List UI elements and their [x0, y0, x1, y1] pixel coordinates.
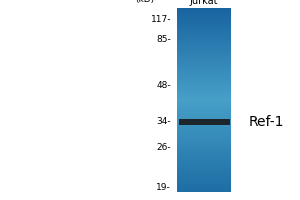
Text: Ref-1: Ref-1 [249, 115, 284, 129]
Text: 34-: 34- [156, 116, 171, 126]
Text: 48-: 48- [156, 81, 171, 90]
Text: Jurkat: Jurkat [190, 0, 218, 6]
Bar [178, 119, 230, 125]
Text: (kD): (kD) [135, 0, 154, 4]
Text: 117-: 117- [151, 15, 171, 23]
Text: 85-: 85- [156, 36, 171, 45]
Text: 26-: 26- [156, 142, 171, 152]
Text: 19-: 19- [156, 182, 171, 192]
